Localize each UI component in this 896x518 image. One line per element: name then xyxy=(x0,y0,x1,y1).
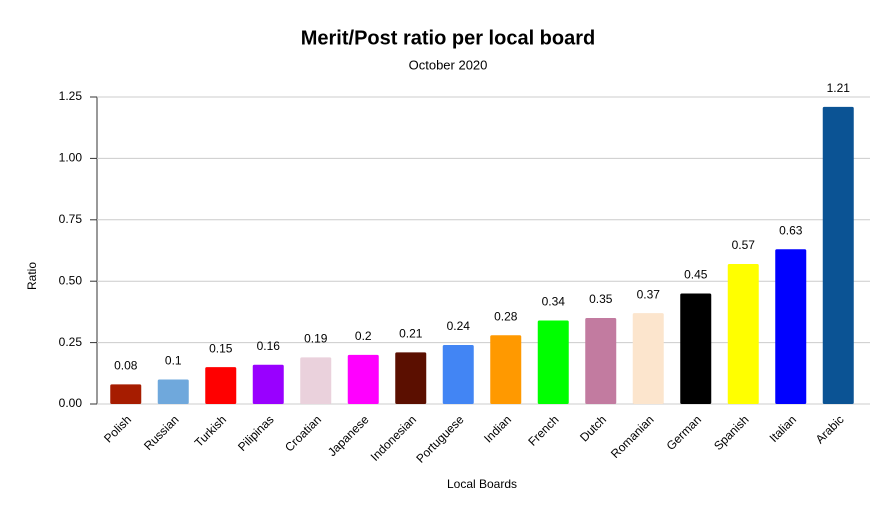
bar xyxy=(585,318,617,404)
bar xyxy=(252,364,284,404)
y-tick-label: 1.25 xyxy=(59,89,83,103)
bar xyxy=(347,354,379,404)
y-tick-label: 0.00 xyxy=(59,396,83,410)
data-label: 0.2 xyxy=(355,329,372,343)
bar xyxy=(727,264,759,404)
bar xyxy=(205,367,237,404)
y-axis-title: Ratio xyxy=(25,262,39,290)
data-label: 0.15 xyxy=(209,341,233,355)
data-label: 0.45 xyxy=(684,268,708,282)
data-label: 0.1 xyxy=(165,354,182,368)
bar xyxy=(632,313,664,404)
y-tick-label: 1.00 xyxy=(59,151,83,165)
data-label: 0.34 xyxy=(542,295,566,309)
chart-subtitle: October 2020 xyxy=(409,57,488,72)
bar xyxy=(680,293,712,404)
data-label: 0.63 xyxy=(779,223,803,237)
data-label: 0.57 xyxy=(732,238,756,252)
data-label: 0.28 xyxy=(494,309,518,323)
data-label: 0.24 xyxy=(447,319,471,333)
bar xyxy=(822,106,854,404)
bar xyxy=(395,352,427,404)
bar xyxy=(442,345,474,404)
bar xyxy=(110,384,142,404)
bar xyxy=(300,357,332,404)
chart-title: Merit/Post ratio per local board xyxy=(301,27,596,49)
bar xyxy=(490,335,522,404)
data-label: 0.08 xyxy=(114,359,138,373)
y-tick-label: 0.50 xyxy=(59,273,83,287)
data-label: 0.21 xyxy=(399,327,423,341)
data-label: 0.19 xyxy=(304,332,328,346)
y-tick-label: 0.75 xyxy=(59,212,83,226)
data-label: 1.21 xyxy=(827,81,851,95)
bar xyxy=(157,379,189,404)
data-label: 0.37 xyxy=(637,287,661,301)
x-axis-title: Local Boards xyxy=(447,477,517,491)
data-label: 0.35 xyxy=(589,292,613,306)
data-label: 0.16 xyxy=(257,339,281,353)
y-tick-label: 0.25 xyxy=(59,335,83,349)
bar xyxy=(537,320,569,404)
bar xyxy=(775,249,807,404)
